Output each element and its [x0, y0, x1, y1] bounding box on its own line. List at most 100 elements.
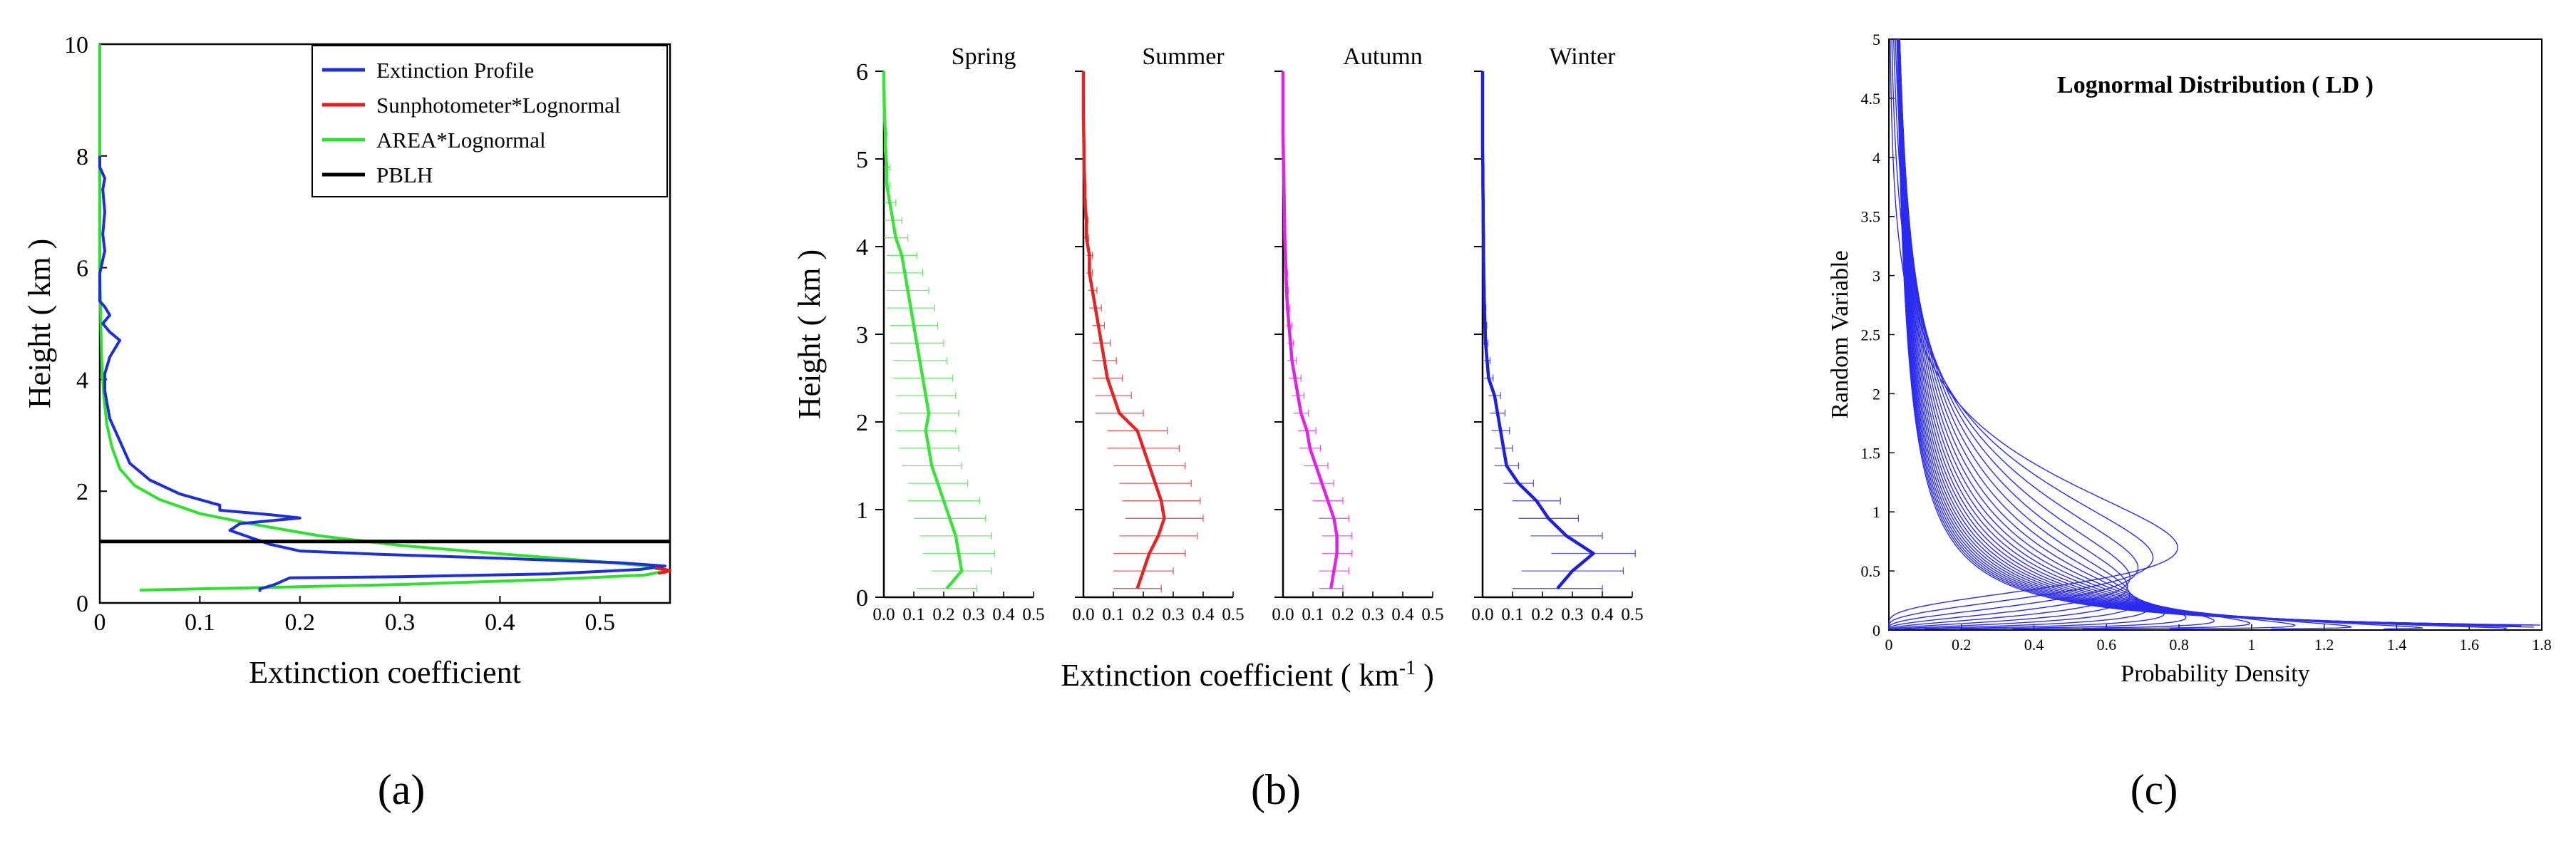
x-tick-label-b-spring-2: 0.2 [932, 605, 954, 624]
y-tick-label-c-7: 3.5 [1861, 208, 1881, 226]
y-tick-label-c-10: 5 [1872, 31, 1880, 48]
series-a-extinction-profile [98, 155, 666, 592]
y-tick-label-a-3: 6 [76, 256, 88, 282]
x-tick-label-b-autumn-0: 0.0 [1272, 605, 1294, 624]
x-tick-label-b-winter-4: 0.4 [1591, 605, 1614, 624]
x-axis-label-b-end: ) [1416, 658, 1434, 693]
caption-c: (c) [2131, 766, 2178, 813]
x-tick-label-b-summer-0: 0.0 [1072, 605, 1094, 624]
season-label-spring: Spring [952, 43, 1016, 70]
y-tick-label-b-5: 5 [856, 147, 868, 173]
x-tick-label-a-0: 0 [94, 609, 106, 636]
y-tick-label-b-6: 6 [856, 59, 868, 86]
mean-line-b-autumn [1281, 71, 1339, 589]
panel-b: 0.0 0.1 0.2 0.3 0.4 0.5 Spring 0.0 0.1 0.2 0.3 0.4 0… [792, 43, 1644, 693]
panel-c: 0 0.2 0.4 0.6 0.8 1 1.2 1.4 1.6 1.8 0 0.5 1 1.5 2 2.5 3 3… [1827, 31, 2552, 687]
x-tick-label-b-winter-5: 0.5 [1621, 605, 1643, 624]
y-axis-label-a: Height ( km ) [22, 239, 57, 408]
lognormal-curve-c-18 [1897, 39, 2491, 626]
x-tick-label-c-4: 0.8 [2169, 636, 2189, 654]
mean-line-b-winter [1480, 71, 1595, 590]
x-tick-label-b-autumn-2: 0.2 [1331, 605, 1354, 624]
x-tick-label-c-6: 1.2 [2314, 636, 2334, 654]
lognormal-curve-c-16 [1898, 38, 2535, 628]
y-tick-label-c-9: 4.5 [1861, 90, 1881, 108]
y-tick-label-b-0: 0 [856, 585, 868, 612]
series-a-sunphotometer-lognormal [654, 567, 671, 575]
x-tick-label-b-autumn-1: 0.1 [1302, 605, 1324, 624]
lognormal-curve-c-9 [1899, 38, 2187, 630]
season-label-winter: Winter [1549, 43, 1616, 70]
legend-label-a-1: Sunphotometer*Lognormal [376, 93, 621, 118]
x-tick-label-b-spring-3: 0.3 [962, 605, 984, 624]
y-tick-label-c-6: 3 [1872, 267, 1880, 285]
lognormal-curve-c-20 [1897, 39, 2522, 626]
panel-a: 0 0.1 0.2 0.3 0.4 0.5 0 2 4 6 8 10 Extinction coeffi… [22, 32, 671, 690]
y-tick-label-c-1: 0.5 [1861, 562, 1881, 580]
x-tick-label-b-winter-1: 0.1 [1501, 605, 1523, 624]
x-tick-label-a-3: 0.3 [385, 609, 416, 636]
y-tick-label-a-0: 0 [76, 591, 88, 617]
legend-a [311, 45, 668, 197]
y-axis-label-b: Height ( km ) [792, 249, 827, 419]
x-tick-label-c-8: 1.6 [2459, 636, 2479, 654]
lognormal-curve-c-7 [1898, 38, 2149, 630]
legend-label-a-3: PBLH [376, 162, 433, 187]
x-tick-label-c-3: 0.6 [2097, 636, 2117, 654]
y-tick-label-b-4: 4 [856, 234, 868, 261]
mean-line-b-spring [882, 71, 964, 590]
y-tick-label-a-2: 4 [76, 367, 88, 393]
x-tick-label-b-summer-1: 0.1 [1102, 605, 1124, 624]
mean-line-b-summer [1081, 71, 1166, 589]
lognormal-curve-c-24 [1897, 39, 2475, 625]
y-axis-label-c: Random Variable [1827, 250, 1853, 418]
x-tick-label-c-2: 0.4 [2024, 636, 2044, 654]
x-tick-label-a-1: 0.1 [185, 609, 215, 636]
x-axis-label-b-main: Extinction coefficient ( km [1061, 658, 1398, 693]
x-axis-label-a: Extinction coefficient [249, 655, 521, 690]
y-tick-label-b-2: 2 [856, 410, 868, 436]
x-tick-label-a-4: 0.4 [485, 609, 515, 636]
x-tick-label-b-spring-1: 0.1 [902, 605, 924, 624]
y-tick-label-c-8: 4 [1872, 149, 1880, 167]
x-tick-label-b-autumn-5: 0.5 [1421, 605, 1443, 624]
y-tick-label-c-5: 2.5 [1861, 326, 1881, 344]
x-tick-label-a-5: 0.5 [585, 609, 616, 636]
season-label-autumn: Autumn [1343, 43, 1422, 70]
x-tick-label-c-7: 1.4 [2387, 636, 2407, 654]
lognormal-curve-c-14 [1899, 39, 2423, 630]
y-tick-label-c-4: 2 [1872, 385, 1880, 403]
x-tick-label-b-summer-2: 0.2 [1132, 605, 1154, 624]
x-axis-label-b-sup: -1 [1399, 657, 1416, 679]
caption-a: (a) [378, 766, 426, 813]
lognormal-curve-c-0 [1888, 39, 2178, 629]
x-tick-label-b-summer-4: 0.4 [1192, 605, 1215, 624]
lognormal-curve-c-21 [1897, 39, 2533, 626]
x-tick-label-b-spring-0: 0.0 [872, 605, 895, 624]
legend-label-a-0: Extinction Profile [376, 58, 534, 83]
lognormal-curve-c-5 [1890, 39, 2131, 630]
legend-label-a-2: AREA*Lognormal [376, 128, 546, 153]
y-tick-label-b-1: 1 [856, 497, 868, 524]
x-tick-label-b-autumn-4: 0.4 [1391, 605, 1414, 624]
x-tick-label-c-1: 0.2 [1952, 636, 1972, 654]
x-tick-label-c-5: 1 [2247, 636, 2255, 654]
caption-b: (b) [1251, 766, 1301, 813]
lognormal-curve-c-13 [1899, 38, 2352, 630]
chart-title-c: Lognormal Distribution ( LD ) [2057, 72, 2374, 98]
season-label-summer: Summer [1142, 43, 1225, 70]
x-tick-label-b-summer-3: 0.3 [1162, 605, 1184, 624]
y-tick-label-c-3: 1.5 [1861, 444, 1881, 462]
y-tick-label-a-1: 2 [76, 479, 88, 505]
x-tick-label-b-spring-4: 0.4 [992, 605, 1015, 624]
x-tick-label-b-winter-3: 0.3 [1561, 605, 1583, 624]
x-tick-label-c-0: 0 [1885, 636, 1893, 654]
x-tick-label-b-autumn-3: 0.3 [1361, 605, 1384, 624]
x-tick-label-c-9: 1.8 [2532, 636, 2552, 654]
y-tick-label-c-2: 1 [1872, 503, 1880, 521]
y-tick-label-b-3: 3 [856, 322, 868, 349]
x-tick-label-b-summer-5: 0.5 [1222, 605, 1244, 624]
x-tick-label-a-2: 0.2 [284, 609, 315, 636]
x-tick-label-b-winter-2: 0.2 [1531, 605, 1553, 624]
